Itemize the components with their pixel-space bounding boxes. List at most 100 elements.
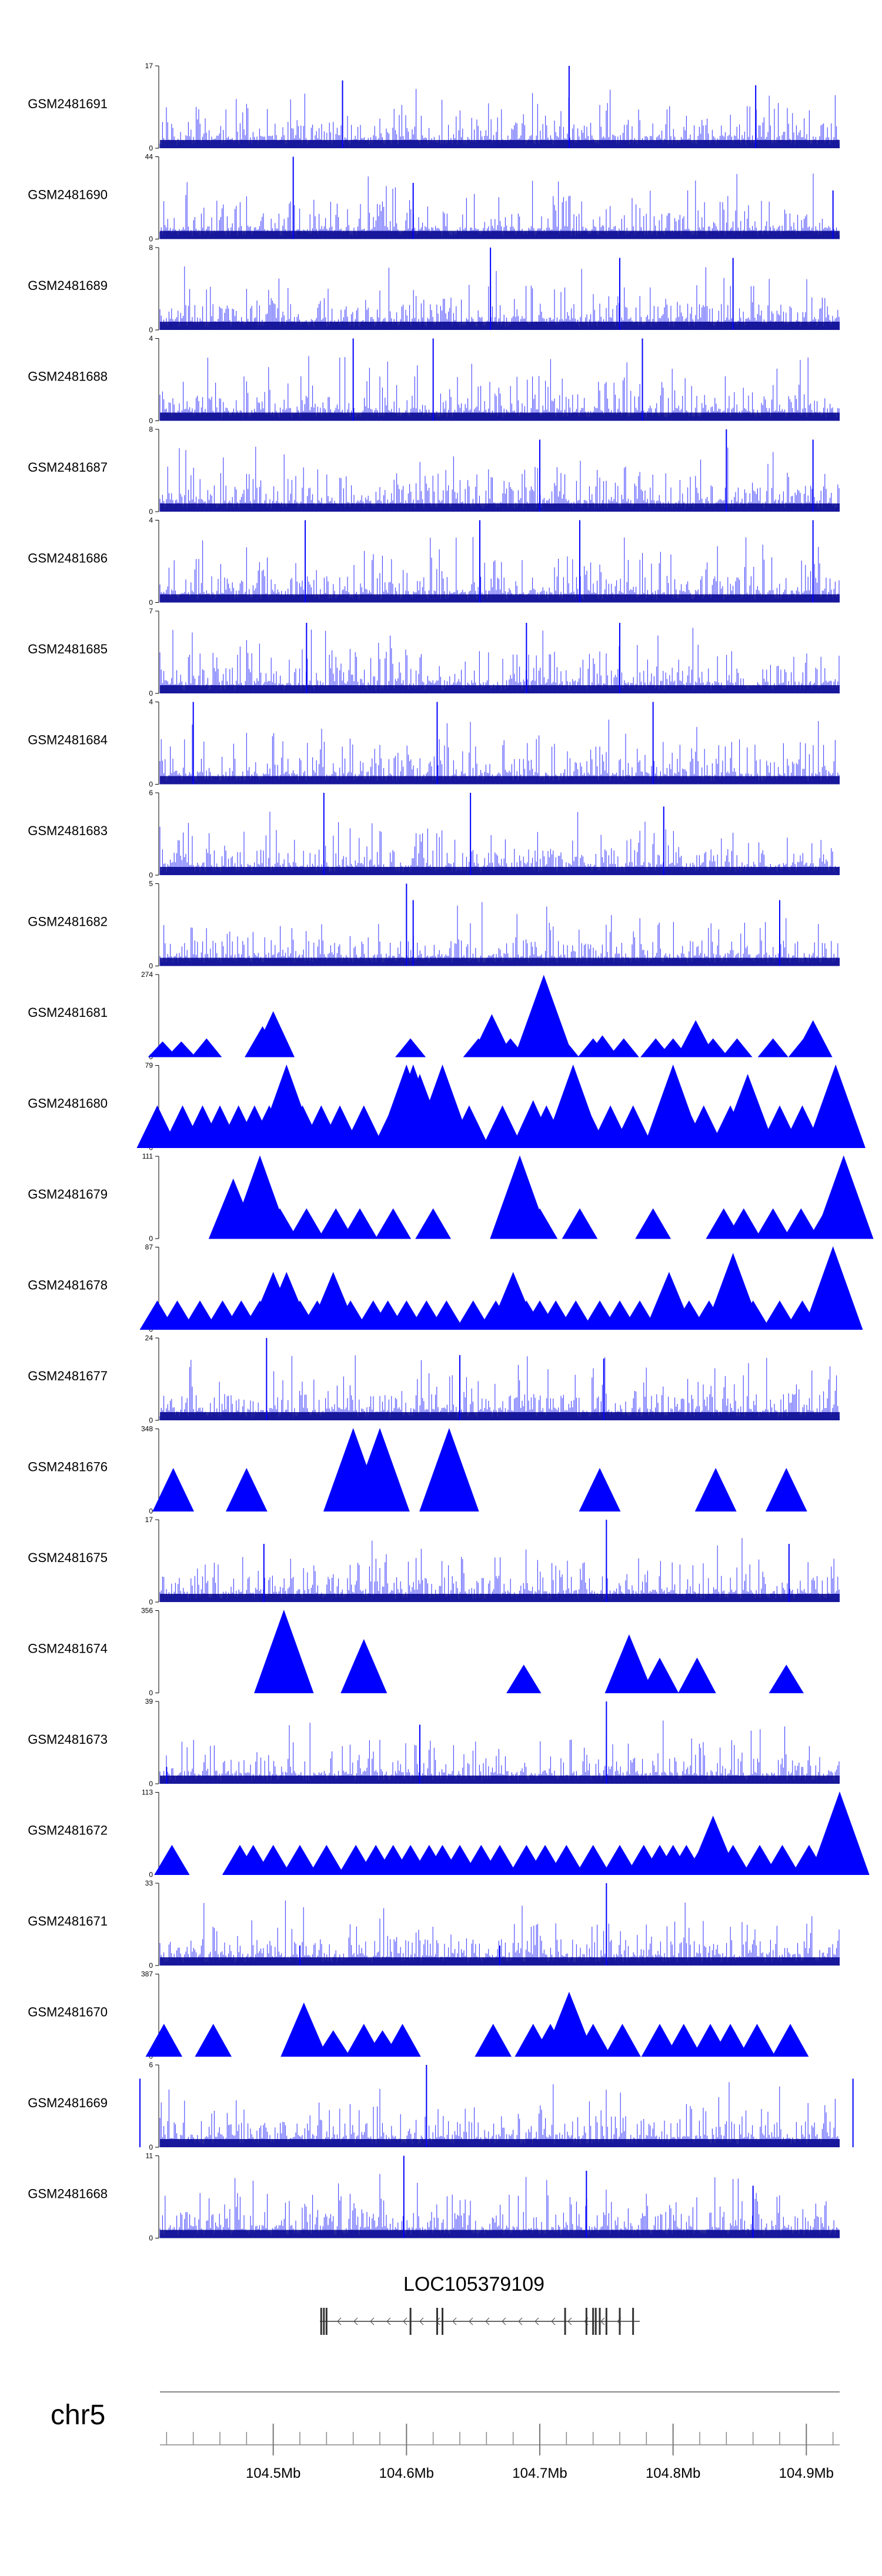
coverage-peak (159, 1300, 195, 1330)
coverage-peak (579, 1467, 621, 1511)
coverage-baseline (160, 322, 840, 330)
coverage-peak (191, 1038, 222, 1057)
y-max-label: 79 (145, 1062, 153, 1070)
coverage-peak (148, 1041, 178, 1057)
gene-exon (442, 2308, 444, 2335)
coverage-peak (506, 1664, 542, 1693)
gene-exon (564, 2308, 566, 2335)
gene-exon (619, 2308, 621, 2335)
track-label: GSM2481687 (28, 460, 108, 475)
coverage-peak (602, 1844, 638, 1875)
y-max-label: 348 (141, 1425, 153, 1433)
y-min-label: 0 (149, 962, 153, 970)
coverage-peak (676, 1020, 716, 1057)
coverage-baseline (160, 412, 840, 421)
coverage-signal (159, 812, 840, 875)
coverage-peak (697, 1038, 729, 1057)
y-max-label: 87 (145, 1243, 153, 1252)
track-label: GSM2481669 (28, 2095, 108, 2110)
coverage-peak (711, 2024, 749, 2057)
y-min-label: 0 (149, 1234, 153, 1243)
y-min-label: 0 (149, 144, 153, 152)
track-label: GSM2481678 (28, 1278, 108, 1293)
x-tick-label: 104.7Mb (512, 2465, 567, 2481)
y-max-label: 356 (141, 1607, 153, 1615)
coverage-peak (762, 1300, 797, 1330)
coverage-peak (455, 1300, 491, 1330)
coverage-peak (810, 1791, 870, 1875)
coverage-baseline (160, 1776, 840, 1784)
coverage-peak (635, 1208, 671, 1239)
y-min-label: 0 (149, 1780, 153, 1788)
coverage-signal (159, 2082, 840, 2147)
coverage-peak (574, 2024, 612, 2057)
y-max-label: 8 (149, 425, 153, 433)
strand-arrow (518, 2317, 523, 2325)
coverage-peak (604, 2024, 641, 2057)
y-max-label: 17 (145, 1516, 153, 1524)
track-label: GSM2481689 (28, 278, 108, 293)
track-label: GSM2481676 (28, 1460, 108, 1474)
y-max-label: 4 (149, 698, 153, 706)
coverage-peak (739, 2024, 776, 2057)
coverage-peak (429, 1300, 465, 1330)
strand-arrow (502, 2317, 506, 2325)
coverage-baseline (160, 140, 840, 148)
coverage-peak (415, 1208, 452, 1239)
coverage-signal (159, 1720, 840, 1784)
strand-arrow (534, 2317, 539, 2325)
y-max-label: 111 (142, 1152, 153, 1160)
coverage-peak (741, 1844, 778, 1875)
track-label: GSM2481690 (28, 188, 108, 202)
coverage-peak (715, 1844, 751, 1875)
coverage-peak (350, 1428, 410, 1511)
coverage-peak (726, 1208, 762, 1239)
coverage-peak (419, 1428, 479, 1511)
track-label: GSM2481668 (28, 2187, 108, 2201)
coverage-signal (159, 173, 840, 239)
coverage-baseline (160, 685, 840, 693)
coverage-peak (226, 1467, 268, 1511)
gene-exon (320, 2308, 322, 2335)
coverage-peak (252, 1011, 295, 1057)
coverage-peak (333, 1300, 369, 1330)
track-label: GSM2481672 (28, 1823, 108, 1838)
coverage-signal (159, 446, 840, 512)
coverage-peak (255, 1844, 291, 1875)
coverage-peak (562, 1208, 598, 1239)
y-min-label: 0 (149, 417, 153, 425)
coverage-peak (316, 2030, 350, 2057)
coverage-baseline (160, 1594, 840, 1602)
coverage-peak (482, 1844, 518, 1875)
coverage-baseline (160, 2230, 840, 2238)
coverage-peak (757, 1038, 789, 1057)
y-max-label: 24 (145, 1334, 153, 1342)
coverage-peak (766, 1467, 807, 1511)
coverage-peak (771, 2024, 809, 2057)
track-label: GSM2481677 (28, 1369, 108, 1383)
y-max-label: 113 (142, 1788, 153, 1797)
track-label: GSM2481680 (28, 1096, 108, 1111)
gene-exon (323, 2308, 325, 2335)
y-min-label: 0 (149, 871, 153, 879)
coverage-peak (475, 2024, 512, 2057)
coverage-peak (318, 1208, 354, 1239)
y-max-label: 4 (149, 516, 153, 525)
coverage-baseline (160, 867, 840, 875)
coverage-peak (549, 1844, 584, 1875)
coverage-baseline (160, 1412, 840, 1420)
coverage-peak (814, 1155, 874, 1239)
track-label: GSM2481675 (28, 1550, 108, 1565)
chromosome-label: chr5 (51, 2400, 105, 2431)
coverage-peak (154, 1844, 190, 1875)
coverage-peak (678, 1657, 716, 1693)
coverage-peak (482, 1105, 523, 1148)
strand-arrow (353, 2317, 358, 2325)
track-label: GSM2481671 (28, 1914, 108, 1928)
coverage-peak (262, 1208, 298, 1239)
coverage-peak (395, 1038, 426, 1057)
coverage-peak (375, 1208, 412, 1239)
coverage-peak (608, 1038, 639, 1057)
coverage-peak (342, 1208, 378, 1239)
track-label: GSM2481670 (28, 2005, 108, 2020)
